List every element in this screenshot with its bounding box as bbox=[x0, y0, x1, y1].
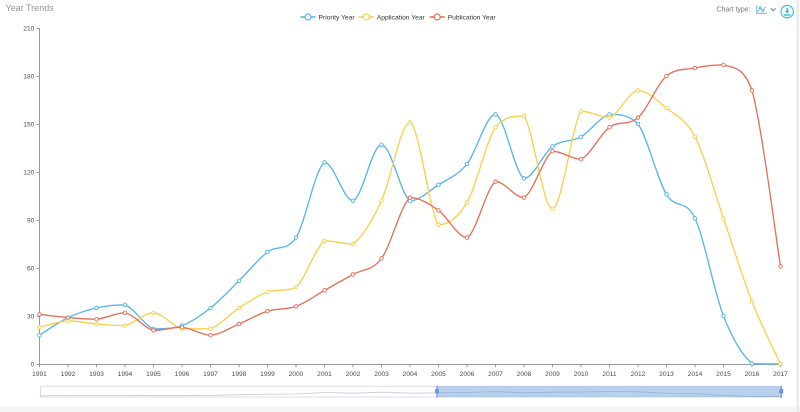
svg-text:30: 30 bbox=[27, 313, 35, 320]
svg-text:2004: 2004 bbox=[403, 371, 418, 378]
svg-text:1999: 1999 bbox=[260, 371, 275, 378]
svg-text:120: 120 bbox=[23, 169, 34, 176]
svg-text:1995: 1995 bbox=[146, 371, 161, 378]
svg-text:60: 60 bbox=[27, 265, 35, 272]
svg-text:2000: 2000 bbox=[289, 371, 304, 378]
svg-text:210: 210 bbox=[23, 25, 34, 32]
svg-text:1996: 1996 bbox=[175, 371, 190, 378]
svg-text:1991: 1991 bbox=[32, 371, 47, 378]
svg-text:2007: 2007 bbox=[488, 371, 503, 378]
svg-text:1992: 1992 bbox=[61, 371, 76, 378]
svg-text:2016: 2016 bbox=[745, 371, 760, 378]
svg-text:2002: 2002 bbox=[346, 371, 361, 378]
svg-text:2014: 2014 bbox=[688, 371, 703, 378]
svg-text:1997: 1997 bbox=[203, 371, 218, 378]
svg-text:2015: 2015 bbox=[716, 371, 731, 378]
svg-text:1993: 1993 bbox=[89, 371, 104, 378]
svg-text:Year Trends: Year Trends bbox=[6, 3, 55, 13]
svg-text:Application Year: Application Year bbox=[377, 14, 426, 21]
svg-text:180: 180 bbox=[23, 73, 34, 80]
svg-text:2005: 2005 bbox=[431, 371, 446, 378]
svg-text:Priority Year: Priority Year bbox=[319, 14, 356, 21]
svg-text:1994: 1994 bbox=[118, 371, 133, 378]
svg-text:Publication Year: Publication Year bbox=[448, 14, 497, 21]
svg-text:2010: 2010 bbox=[574, 371, 589, 378]
svg-text:2003: 2003 bbox=[374, 371, 389, 378]
svg-text:2012: 2012 bbox=[631, 371, 646, 378]
svg-text:2011: 2011 bbox=[602, 371, 617, 378]
svg-text:150: 150 bbox=[23, 121, 34, 128]
svg-text:1998: 1998 bbox=[232, 371, 247, 378]
svg-text:2001: 2001 bbox=[317, 371, 332, 378]
svg-text:2008: 2008 bbox=[517, 371, 532, 378]
svg-text:90: 90 bbox=[27, 217, 35, 224]
svg-text:2006: 2006 bbox=[460, 371, 475, 378]
svg-text:0: 0 bbox=[31, 361, 35, 368]
svg-text:2017: 2017 bbox=[773, 371, 788, 378]
svg-text:2009: 2009 bbox=[545, 371, 560, 378]
svg-text:Chart type:: Chart type: bbox=[716, 7, 750, 14]
svg-text:2013: 2013 bbox=[659, 371, 674, 378]
